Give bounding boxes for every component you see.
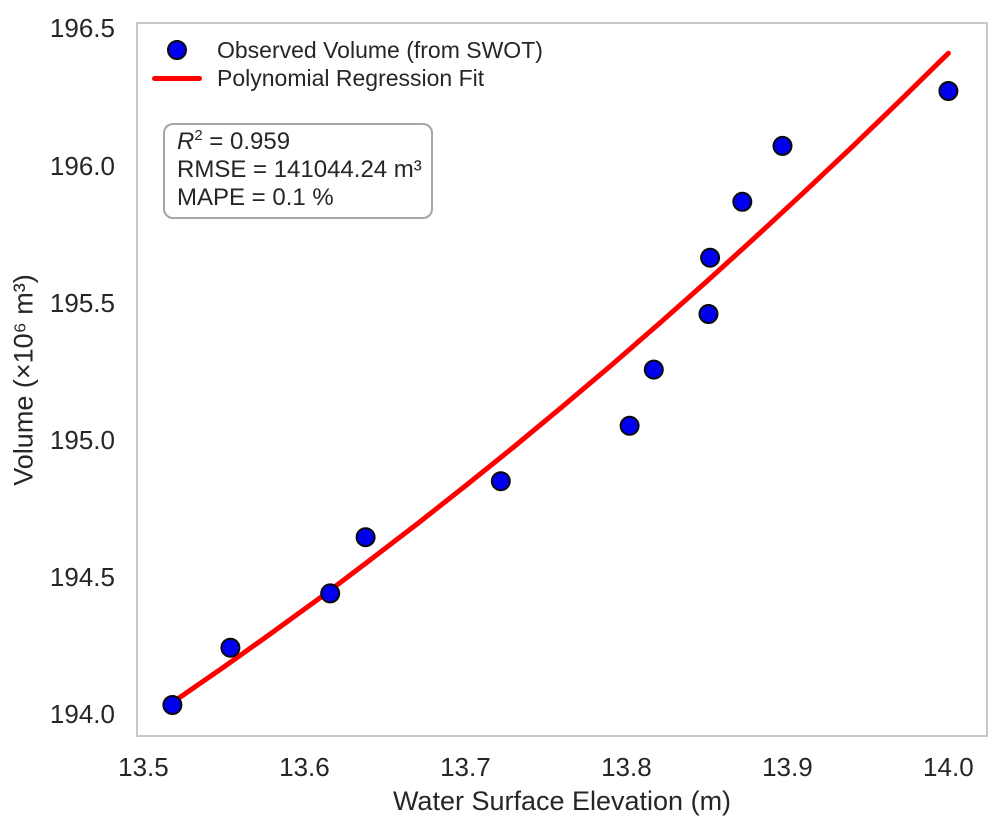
- scatter-point: [700, 247, 721, 268]
- legend-label-fit: Polynomial Regression Fit: [217, 65, 485, 91]
- scatter-point: [938, 81, 959, 101]
- legend-item-fit: Polynomial Regression Fit: [152, 64, 543, 92]
- scatter-point: [220, 637, 241, 658]
- scatter-point: [320, 583, 341, 604]
- scatter-point: [643, 359, 664, 380]
- r2-symbol: R: [177, 128, 195, 155]
- r2-stat: R2 = 0.959: [177, 128, 291, 155]
- x-tick-label: 13.9: [762, 752, 813, 782]
- y-tick-label: 195.0: [49, 424, 115, 455]
- x-tick-label: 13.6: [279, 752, 330, 782]
- y-tick-label: 194.0: [49, 699, 115, 730]
- y-axis-label: Volume (×10⁶ m³): [8, 274, 39, 486]
- legend: Observed Volume (from SWOT) Polynomial R…: [152, 36, 543, 92]
- x-tick-label: 13.7: [440, 752, 491, 782]
- legend-label-observed: Observed Volume (from SWOT): [217, 37, 543, 63]
- y-tick-label: 194.5: [49, 561, 115, 592]
- fit-line-icon: [152, 75, 202, 81]
- scatter-point: [698, 304, 719, 324]
- x-tick-label: 14.0: [923, 752, 974, 782]
- scatter-point: [355, 527, 376, 548]
- y-tick-label: 196.5: [49, 13, 115, 44]
- mape-stat: MAPE = 0.1 %: [177, 184, 334, 211]
- x-tick-label: 13.8: [601, 752, 652, 782]
- scatter-point: [490, 471, 511, 492]
- scatter-point: [162, 695, 183, 715]
- x-tick-label: 13.5: [118, 752, 169, 782]
- scatter-point: [772, 135, 793, 156]
- fit-line: [173, 50, 951, 703]
- x-axis-label: Water Surface Elevation (m): [392, 786, 732, 816]
- y-tick-label: 195.5: [49, 287, 115, 318]
- stats-annotation-box: R2 = 0.959 RMSE = 141044.24 m³ MAPE = 0.…: [163, 123, 433, 219]
- y-tick-label: 196.0: [49, 150, 115, 181]
- scatter-point: [619, 415, 640, 436]
- scatter-point: [732, 191, 753, 212]
- legend-item-observed: Observed Volume (from SWOT): [152, 36, 543, 64]
- observed-marker-icon: [152, 40, 202, 60]
- rmse-stat: RMSE = 141044.24 m³: [177, 156, 422, 183]
